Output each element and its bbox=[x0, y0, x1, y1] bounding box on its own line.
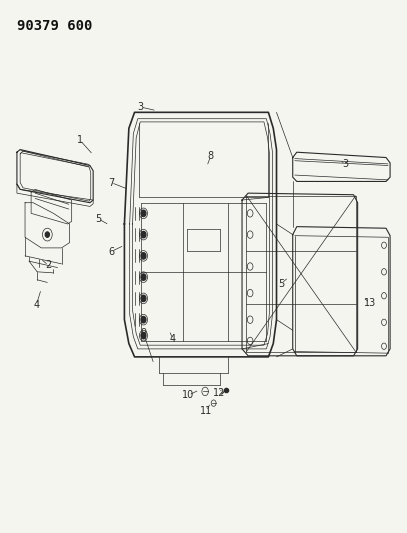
Text: 4: 4 bbox=[170, 334, 176, 344]
Text: 7: 7 bbox=[108, 177, 114, 188]
Text: 9: 9 bbox=[140, 328, 147, 338]
Text: 11: 11 bbox=[200, 406, 212, 416]
Circle shape bbox=[141, 295, 146, 302]
Text: 5: 5 bbox=[278, 279, 284, 288]
Text: 1: 1 bbox=[77, 135, 83, 145]
Circle shape bbox=[141, 317, 146, 323]
Text: 8: 8 bbox=[208, 151, 214, 161]
Text: 5: 5 bbox=[95, 214, 101, 224]
Circle shape bbox=[45, 232, 49, 237]
Text: 4: 4 bbox=[33, 300, 39, 310]
Text: 2: 2 bbox=[46, 261, 52, 270]
Text: 3: 3 bbox=[342, 159, 348, 169]
Circle shape bbox=[141, 274, 146, 280]
Text: 6: 6 bbox=[108, 247, 114, 256]
Text: 90379 600: 90379 600 bbox=[17, 19, 92, 33]
Circle shape bbox=[141, 231, 146, 238]
Circle shape bbox=[141, 253, 146, 259]
Text: 3: 3 bbox=[138, 102, 144, 112]
Circle shape bbox=[141, 333, 146, 339]
Text: 10: 10 bbox=[182, 390, 195, 400]
Circle shape bbox=[141, 210, 146, 216]
Text: 12: 12 bbox=[213, 388, 225, 398]
Text: 13: 13 bbox=[364, 297, 376, 308]
